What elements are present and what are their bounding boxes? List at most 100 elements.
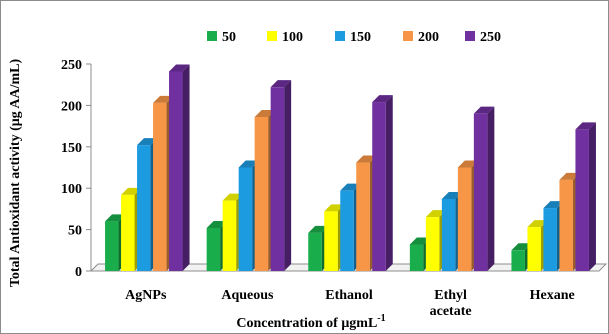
bar-front <box>527 227 541 271</box>
x-axis-title-text: Concentration of μgmL <box>236 316 377 331</box>
bar-top <box>511 243 532 251</box>
bar-top <box>340 183 361 191</box>
bar-front <box>238 167 253 271</box>
legend-item: 250 <box>465 30 501 45</box>
bar-top <box>222 193 244 201</box>
bar-front <box>441 198 456 271</box>
legend-swatch <box>267 31 277 41</box>
bar <box>169 64 190 272</box>
legend-item: 50 <box>207 30 236 45</box>
bar-front <box>511 250 525 271</box>
legend-label: 250 <box>480 30 501 45</box>
bar-front <box>356 162 370 271</box>
bar-front <box>457 167 472 271</box>
category-label-line: Hexane <box>530 288 575 303</box>
legend-item: 200 <box>403 30 439 45</box>
bar-side <box>588 122 596 271</box>
bar-front <box>409 244 424 271</box>
bar-top <box>105 214 126 222</box>
category-label: Ethanol <box>325 288 373 303</box>
bar-top <box>575 122 596 130</box>
bar-top <box>254 109 276 117</box>
bar-front <box>222 200 237 271</box>
bar-front <box>254 116 269 271</box>
bar-top <box>527 220 548 228</box>
bar-front <box>372 102 386 271</box>
bar-top <box>425 210 447 218</box>
legend-swatch <box>335 31 345 41</box>
legend-label: 200 <box>418 30 439 45</box>
y-tick-label: 100 <box>61 182 82 197</box>
axis-labels: Total Antioxidant activity (μg AA/mL) Co… <box>8 59 575 331</box>
bar-top <box>308 225 329 233</box>
bars <box>105 64 596 272</box>
legend-label: 150 <box>350 30 371 45</box>
bar-front <box>559 179 573 271</box>
bar-front <box>324 211 338 271</box>
bar <box>575 122 596 271</box>
bar-top <box>137 138 158 146</box>
legend-swatch <box>465 31 475 41</box>
category-label-line: acetate <box>430 304 472 319</box>
bar-side <box>182 64 190 271</box>
category-label: Aqueous <box>221 288 274 303</box>
bar-top <box>372 95 393 103</box>
legend: 50 100 150 200 250 <box>207 30 501 45</box>
bar-front <box>340 190 354 271</box>
legend-item: 100 <box>267 30 303 45</box>
bar-front <box>425 217 440 271</box>
bar-front <box>169 71 183 272</box>
bar-top <box>559 172 580 180</box>
category-label: AgNPs <box>125 288 167 303</box>
category-label: Hexane <box>530 288 575 303</box>
category-label-line: Aqueous <box>221 288 274 303</box>
bar-top <box>121 187 142 195</box>
bar-top <box>356 155 377 163</box>
bar-top <box>324 204 345 212</box>
y-tick-label: 200 <box>61 99 82 114</box>
y-axis-title: Total Antioxidant activity (μg AA/mL) <box>8 59 23 288</box>
bar-front <box>206 227 221 271</box>
bar-top <box>270 80 292 88</box>
bar-side <box>284 80 292 272</box>
bar-top <box>153 95 174 103</box>
bar-front <box>575 129 589 271</box>
bar-front <box>473 113 488 272</box>
category-label: Ethyl acetate <box>430 288 472 319</box>
category-label-line: Ethanol <box>325 288 373 303</box>
category-label-line: AgNPs <box>125 288 167 303</box>
bar-front <box>105 221 119 271</box>
bar-side <box>385 95 393 271</box>
bar-top <box>543 201 564 209</box>
bar-top <box>238 160 260 168</box>
y-tick-label: 250 <box>61 58 82 73</box>
legend-swatch <box>403 31 413 41</box>
bar <box>473 106 495 272</box>
bar-top <box>473 106 495 114</box>
legend-label: 50 <box>222 30 236 45</box>
bar-side <box>487 106 495 272</box>
bar-top <box>457 160 479 168</box>
bar-top <box>409 237 431 245</box>
bar-front <box>137 145 151 271</box>
bar-top <box>169 64 190 72</box>
bar-front <box>543 208 557 271</box>
x-axis-title: Concentration of μgmL-1 <box>236 313 385 331</box>
bar-front <box>153 102 167 271</box>
bar-front <box>121 194 135 271</box>
bar-front <box>270 87 285 272</box>
y-tick-label: 150 <box>61 141 82 156</box>
legend-swatch <box>207 31 217 41</box>
x-axis-title-superscript: -1 <box>377 313 385 324</box>
bar <box>372 95 393 271</box>
y-tick-label: 50 <box>68 224 82 239</box>
legend-label: 100 <box>282 30 303 45</box>
bar-top <box>206 220 228 228</box>
legend-item: 150 <box>335 30 371 45</box>
bar <box>270 80 292 272</box>
bar-front <box>308 232 322 271</box>
bar-top <box>441 191 463 199</box>
category-label-line: Ethyl <box>434 288 467 303</box>
